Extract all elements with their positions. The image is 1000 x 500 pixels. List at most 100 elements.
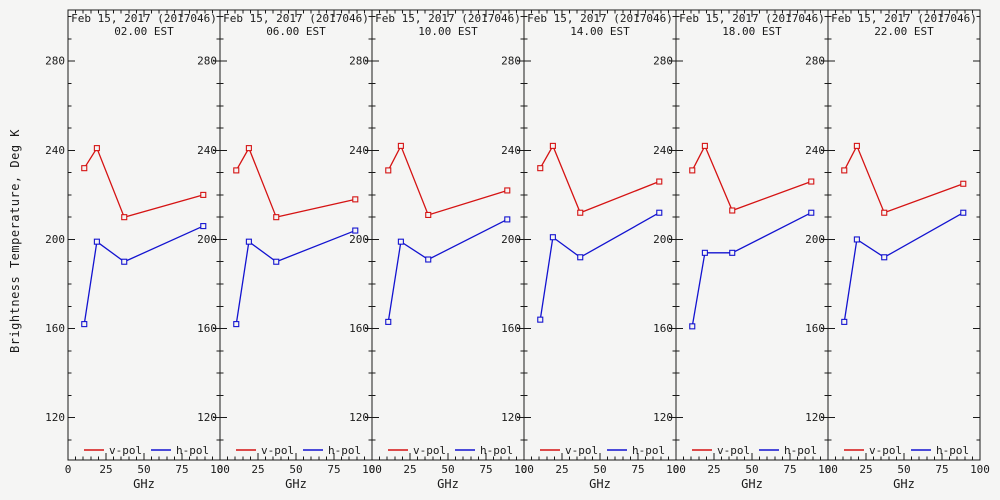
panel-title: Feb 15, 2017 (2017046) (527, 12, 673, 25)
x-tick-label: 100 (666, 463, 686, 476)
legend: v-pol h-pol (236, 444, 361, 457)
x-tick-label: 75 (175, 463, 188, 476)
v-pol-marker (200, 191, 207, 198)
x-tick-label: 25 (859, 463, 872, 476)
x-tick-label: 0 (369, 463, 376, 476)
x-tick-label: 25 (403, 463, 416, 476)
v-pol-marker (352, 196, 359, 203)
v-pol-marker (121, 214, 128, 221)
x-tick-label: 25 (99, 463, 112, 476)
v-pol-marker (273, 214, 280, 221)
x-tick-label: 75 (327, 463, 340, 476)
panel-title: Feb 15, 2017 (2017046) (831, 12, 977, 25)
h-pol-line (691, 212, 812, 327)
v-pol-marker (385, 167, 392, 174)
y-tick-label: 120 (197, 411, 217, 424)
v-pol-line (843, 144, 964, 214)
h-pol-marker (397, 238, 404, 245)
panel-title: Feb 15, 2017 (2017046) (375, 12, 521, 25)
x-tick-label: 0 (521, 463, 528, 476)
v-pol-line (539, 144, 660, 214)
h-pol-marker (701, 249, 708, 256)
y-tick-label: 240 (501, 144, 521, 157)
subplot-2200: Feb 15, 2017 (2017046)22.00 EST 280 240 200… (805, 10, 990, 491)
x-tick-label: 25 (251, 463, 264, 476)
x-tick-label: 0 (217, 463, 224, 476)
h-pol-marker (245, 238, 252, 245)
h-pol-marker (577, 254, 584, 261)
h-pol-line (387, 218, 508, 322)
legend: v-pol h-pol (388, 444, 513, 457)
x-tick-label: 50 (897, 463, 910, 476)
v-pol-marker (701, 142, 708, 149)
y-tick-label: 280 (45, 55, 65, 68)
y-tick-label: 200 (197, 233, 217, 246)
x-tick-label: 75 (783, 463, 796, 476)
h-pol-marker (853, 236, 860, 243)
v-pol-marker (689, 167, 696, 174)
y-tick-label: 240 (45, 144, 65, 157)
v-pol-marker (853, 142, 860, 149)
x-tick-label: 100 (970, 463, 990, 476)
v-pol-marker (233, 167, 240, 174)
legend-label-h-pol: h-pol (328, 444, 361, 457)
x-tick-label: 100 (818, 463, 838, 476)
x-tick-label: 0 (673, 463, 680, 476)
v-pol-line (387, 144, 508, 216)
h-pol-marker (200, 223, 207, 230)
y-tick-label: 160 (197, 322, 217, 335)
y-tick-label: 120 (349, 411, 369, 424)
panel-title: Feb 15, 2017 (2017046) (71, 12, 217, 25)
h-pol-line (539, 212, 660, 320)
v-pol-marker (549, 142, 556, 149)
axis-ticks (827, 10, 981, 460)
x-tick-label: 75 (479, 463, 492, 476)
h-pol-marker (841, 318, 848, 325)
v-pol-marker (656, 178, 663, 185)
legend-label-h-pol: h-pol (784, 444, 817, 457)
panel-subtitle: 10.00 EST (418, 25, 478, 38)
x-tick-label: 50 (593, 463, 606, 476)
x-tick-label: 0 (65, 463, 72, 476)
y-tick-label: 280 (653, 55, 673, 68)
h-pol-marker (93, 238, 100, 245)
plot-frame (67, 9, 981, 461)
y-tick-label: 240 (197, 144, 217, 157)
y-tick-label: 280 (349, 55, 369, 68)
panel-subtitle: 18.00 EST (722, 25, 782, 38)
h-pol-marker (81, 321, 88, 328)
h-pol-line (843, 212, 964, 322)
x-tick-label: 100 (210, 463, 230, 476)
h-pol-marker (352, 227, 359, 234)
panel-subtitle: 14.00 EST (570, 25, 630, 38)
panel-title: Feb 15, 2017 (2017046) (223, 12, 369, 25)
panel-subtitle: 02.00 EST (114, 25, 174, 38)
v-pol-marker (841, 167, 848, 174)
y-tick-label: 240 (653, 144, 673, 157)
v-pol-marker (245, 145, 252, 152)
subplot-1000: Feb 15, 2017 (2017046)10.00 EST 280 240 200… (349, 10, 534, 491)
v-pol-marker (425, 211, 432, 219)
legend: v-pol h-pol (84, 444, 209, 457)
panel-title: Feb 15, 2017 (2017046) (679, 12, 825, 25)
h-pol-marker (729, 249, 736, 256)
h-pol-marker (656, 209, 663, 216)
h-pol-line (83, 225, 204, 325)
y-tick-label: 120 (501, 411, 521, 424)
x-tick-label: 25 (707, 463, 720, 476)
y-tick-label: 160 (45, 322, 65, 335)
subplot-0200: Feb 15, 2017 (2017046)02.00 EST 280 240 200… (45, 10, 230, 491)
x-axis-unit: GHz (285, 477, 307, 491)
v-pol-marker (537, 165, 544, 172)
v-pol-marker (81, 165, 88, 172)
y-tick-label: 160 (501, 322, 521, 335)
x-tick-label: 100 (514, 463, 534, 476)
h-pol-marker (121, 258, 128, 265)
h-pol-line (235, 229, 356, 325)
x-axis-unit: GHz (741, 477, 763, 491)
y-tick-label: 160 (805, 322, 825, 335)
legend-label-h-pol: h-pol (480, 444, 513, 457)
h-pol-marker (385, 318, 392, 325)
